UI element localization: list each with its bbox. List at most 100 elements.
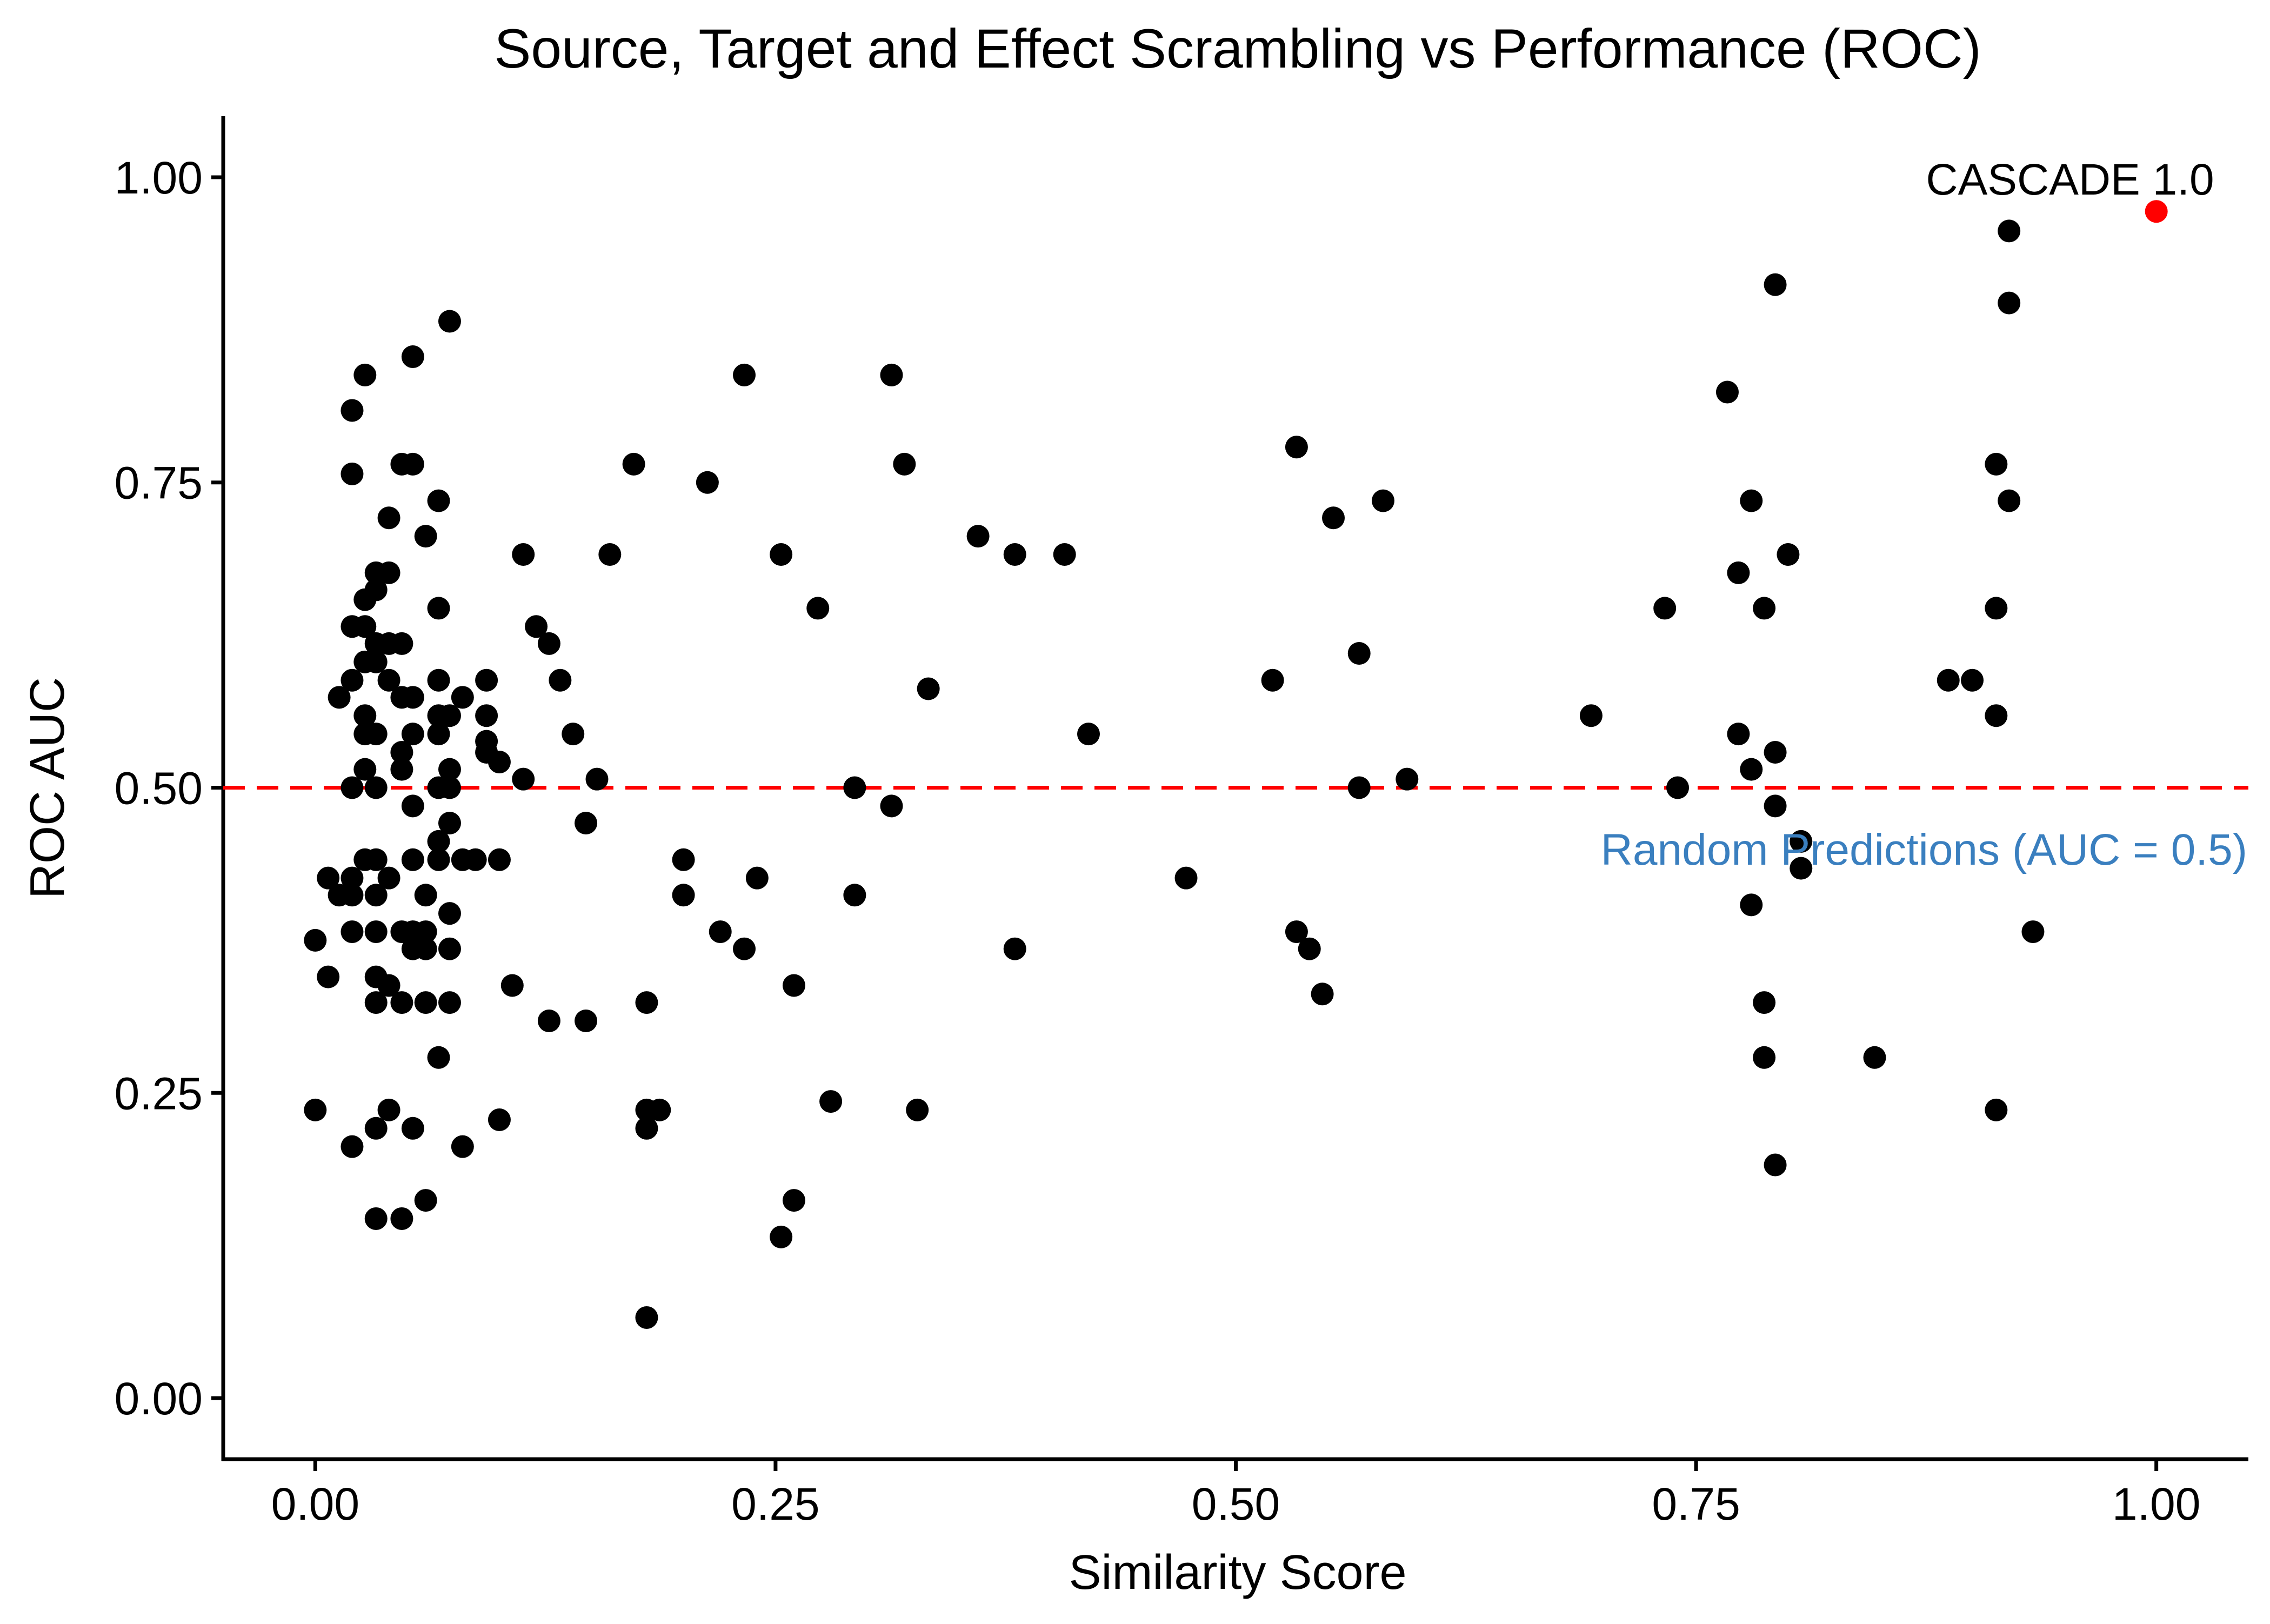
data-point bbox=[401, 848, 424, 871]
data-point bbox=[745, 866, 769, 890]
data-point bbox=[304, 928, 327, 952]
data-point bbox=[1985, 597, 2008, 620]
data-point bbox=[364, 1207, 388, 1230]
data-point bbox=[317, 866, 340, 890]
data-point bbox=[819, 1090, 843, 1113]
data-point bbox=[364, 884, 388, 907]
data-point bbox=[1396, 767, 1419, 791]
data-point bbox=[414, 884, 437, 907]
data-point bbox=[1372, 489, 1395, 512]
data-point bbox=[364, 1117, 388, 1140]
data-point bbox=[648, 1098, 671, 1121]
data-point bbox=[464, 848, 487, 871]
data-point bbox=[427, 669, 450, 692]
data-point bbox=[1961, 669, 1984, 692]
data-point bbox=[906, 1098, 929, 1121]
data-point bbox=[1053, 543, 1076, 566]
data-point bbox=[364, 578, 388, 602]
data-point bbox=[414, 937, 437, 960]
data-point bbox=[1298, 937, 1321, 960]
data-point bbox=[377, 561, 400, 584]
data-point bbox=[438, 991, 461, 1014]
data-point bbox=[1666, 776, 1690, 799]
data-point bbox=[1727, 561, 1750, 584]
data-point bbox=[770, 1225, 793, 1248]
data-point bbox=[1347, 642, 1371, 665]
data-point bbox=[880, 794, 903, 818]
reference-line-label: Random Predictions (AUC = 0.5) bbox=[1601, 825, 2247, 874]
data-point bbox=[733, 937, 756, 960]
data-point bbox=[377, 974, 400, 997]
data-point bbox=[377, 506, 400, 530]
data-point bbox=[427, 1046, 450, 1069]
data-point bbox=[438, 776, 461, 799]
y-tick-label: 0.00 bbox=[115, 1373, 203, 1424]
data-point bbox=[966, 525, 990, 548]
data-point bbox=[401, 452, 424, 476]
data-point bbox=[1998, 489, 2021, 512]
data-point bbox=[782, 1189, 805, 1212]
data-point bbox=[1753, 597, 1776, 620]
data-point bbox=[340, 776, 364, 799]
data-point bbox=[401, 345, 424, 369]
data-point bbox=[1753, 991, 1776, 1014]
data-point bbox=[843, 776, 866, 799]
data-point bbox=[1740, 893, 1763, 917]
data-point bbox=[438, 310, 461, 333]
data-point bbox=[537, 1009, 560, 1032]
data-point bbox=[390, 1207, 413, 1230]
data-point bbox=[709, 920, 732, 944]
data-point bbox=[414, 1189, 437, 1212]
data-point bbox=[364, 776, 388, 799]
x-tick-label: 0.50 bbox=[1192, 1479, 1280, 1529]
data-point bbox=[770, 543, 793, 566]
data-point bbox=[1579, 704, 1603, 727]
data-point bbox=[1003, 937, 1026, 960]
data-point bbox=[317, 965, 340, 988]
data-point bbox=[438, 812, 461, 835]
data-point bbox=[340, 866, 364, 890]
data-point bbox=[806, 597, 830, 620]
data-point bbox=[340, 884, 364, 907]
data-point bbox=[1740, 758, 1763, 781]
data-point bbox=[340, 462, 364, 485]
data-point bbox=[364, 848, 388, 871]
data-point bbox=[340, 669, 364, 692]
data-point bbox=[364, 991, 388, 1014]
data-point bbox=[880, 363, 903, 386]
data-point bbox=[1764, 740, 1787, 764]
chart-title: Source, Target and Effect Scrambling vs … bbox=[494, 18, 1981, 79]
data-point bbox=[1077, 723, 1100, 746]
data-point bbox=[672, 848, 695, 871]
data-point bbox=[353, 758, 377, 781]
data-point bbox=[525, 615, 548, 638]
data-point bbox=[414, 991, 437, 1014]
data-point bbox=[488, 751, 511, 774]
data-point bbox=[1790, 830, 1813, 853]
data-point bbox=[1653, 597, 1677, 620]
data-point bbox=[340, 399, 364, 422]
y-tick-label: 1.00 bbox=[115, 152, 203, 203]
tick-layer: 0.00 0.25 0.50 0.75 1.00 0.00 0.25 0.50 0.75 1.00 bbox=[115, 152, 2201, 1529]
data-point bbox=[1311, 983, 1334, 1006]
data-point bbox=[696, 471, 719, 494]
data-point bbox=[733, 363, 756, 386]
data-point bbox=[512, 767, 535, 791]
data-point bbox=[512, 543, 535, 566]
y-axis-label: ROC AUC bbox=[21, 677, 75, 899]
data-point bbox=[438, 704, 461, 727]
data-point bbox=[1764, 794, 1787, 818]
y-tick-label: 0.50 bbox=[115, 763, 203, 814]
data-point bbox=[537, 632, 560, 655]
data-point bbox=[1322, 506, 1345, 530]
data-point bbox=[549, 669, 572, 692]
x-axis-label: Similarity Score bbox=[1069, 1546, 1406, 1600]
data-point bbox=[1764, 1153, 1787, 1177]
data-point bbox=[575, 1009, 598, 1032]
data-point bbox=[1753, 1046, 1776, 1069]
data-point bbox=[1777, 543, 1800, 566]
data-point bbox=[390, 740, 413, 764]
data-point bbox=[401, 1117, 424, 1140]
